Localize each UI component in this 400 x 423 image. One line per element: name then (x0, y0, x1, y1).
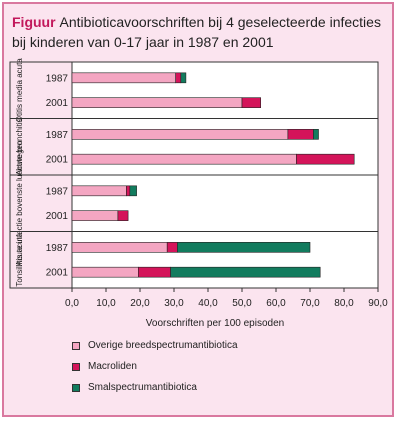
legend-item: Smalspectrumantibiotica (72, 382, 197, 393)
year-label: 1987 (46, 186, 69, 197)
bar-segment (71, 242, 168, 253)
bar-segment (170, 266, 321, 278)
x-tick-label: 70,0 (300, 298, 320, 309)
bar-segment (166, 242, 178, 253)
bar-segment (241, 97, 262, 108)
year-label: 2001 (46, 155, 69, 166)
group-label: Otitis media acuta (15, 58, 24, 123)
bar-segment (129, 185, 137, 197)
year-label: 2001 (46, 268, 69, 279)
figure-title: Figuur Antibioticavoorschriften bij 4 ges… (12, 12, 392, 52)
bar-segment (126, 185, 131, 197)
bar-segment (313, 129, 319, 140)
bar-segment (71, 266, 139, 278)
x-tick-label: 40,0 (198, 298, 218, 309)
x-tick-label: 80,0 (334, 298, 354, 309)
year-label: 2001 (46, 211, 69, 222)
x-tick-label: 30,0 (164, 298, 184, 309)
bar-segment (296, 153, 355, 165)
bar-segment (287, 129, 314, 140)
legend-label: Overige breedspectrumantibiotica (88, 340, 238, 351)
bar-segment (117, 210, 129, 221)
x-axis-label: Voorschriften per 100 episoden (146, 318, 284, 329)
bar-segment (138, 266, 171, 278)
bar-segment (175, 72, 182, 84)
bar-segment (71, 185, 127, 197)
bar-segment (71, 210, 119, 221)
x-tick-label: 60,0 (266, 298, 286, 309)
legend-swatch (72, 362, 80, 371)
x-tick-label: 90,0 (368, 298, 388, 309)
legend-label: Macroliden (88, 361, 137, 372)
year-label: 2001 (46, 98, 69, 109)
figure-title-text: Antibioticavoorschriften bij 4 geselecte… (12, 14, 381, 50)
legend-item: Macroliden (72, 361, 137, 372)
figure-label: Figuur (12, 14, 56, 30)
x-tick-label: 50,0 (232, 298, 252, 309)
year-label: 1987 (46, 243, 69, 254)
group-label: Acute infectie bovenste luchtwegen (15, 141, 24, 266)
legend-item: Overige breedspectrumantibiotica (72, 340, 238, 351)
group-label: Tonsillitis acuta (15, 232, 24, 286)
legend-label: Smalspectrumantibiotica (88, 382, 197, 393)
legend-swatch (72, 383, 80, 392)
year-label: 1987 (46, 130, 69, 141)
year-label: 1987 (46, 73, 69, 84)
bar-segment (71, 153, 297, 165)
x-tick-label: 10,0 (96, 298, 116, 309)
x-tick-label: 0,0 (65, 298, 79, 309)
legend-swatch (72, 341, 80, 350)
bar-segment (71, 129, 289, 140)
x-tick-label: 20,0 (130, 298, 150, 309)
group-label: Acute bronchitis (15, 118, 24, 175)
bar-segment (71, 72, 176, 84)
bar-segment (71, 97, 243, 108)
bar-segment (180, 72, 187, 84)
bar-segment (177, 242, 311, 253)
